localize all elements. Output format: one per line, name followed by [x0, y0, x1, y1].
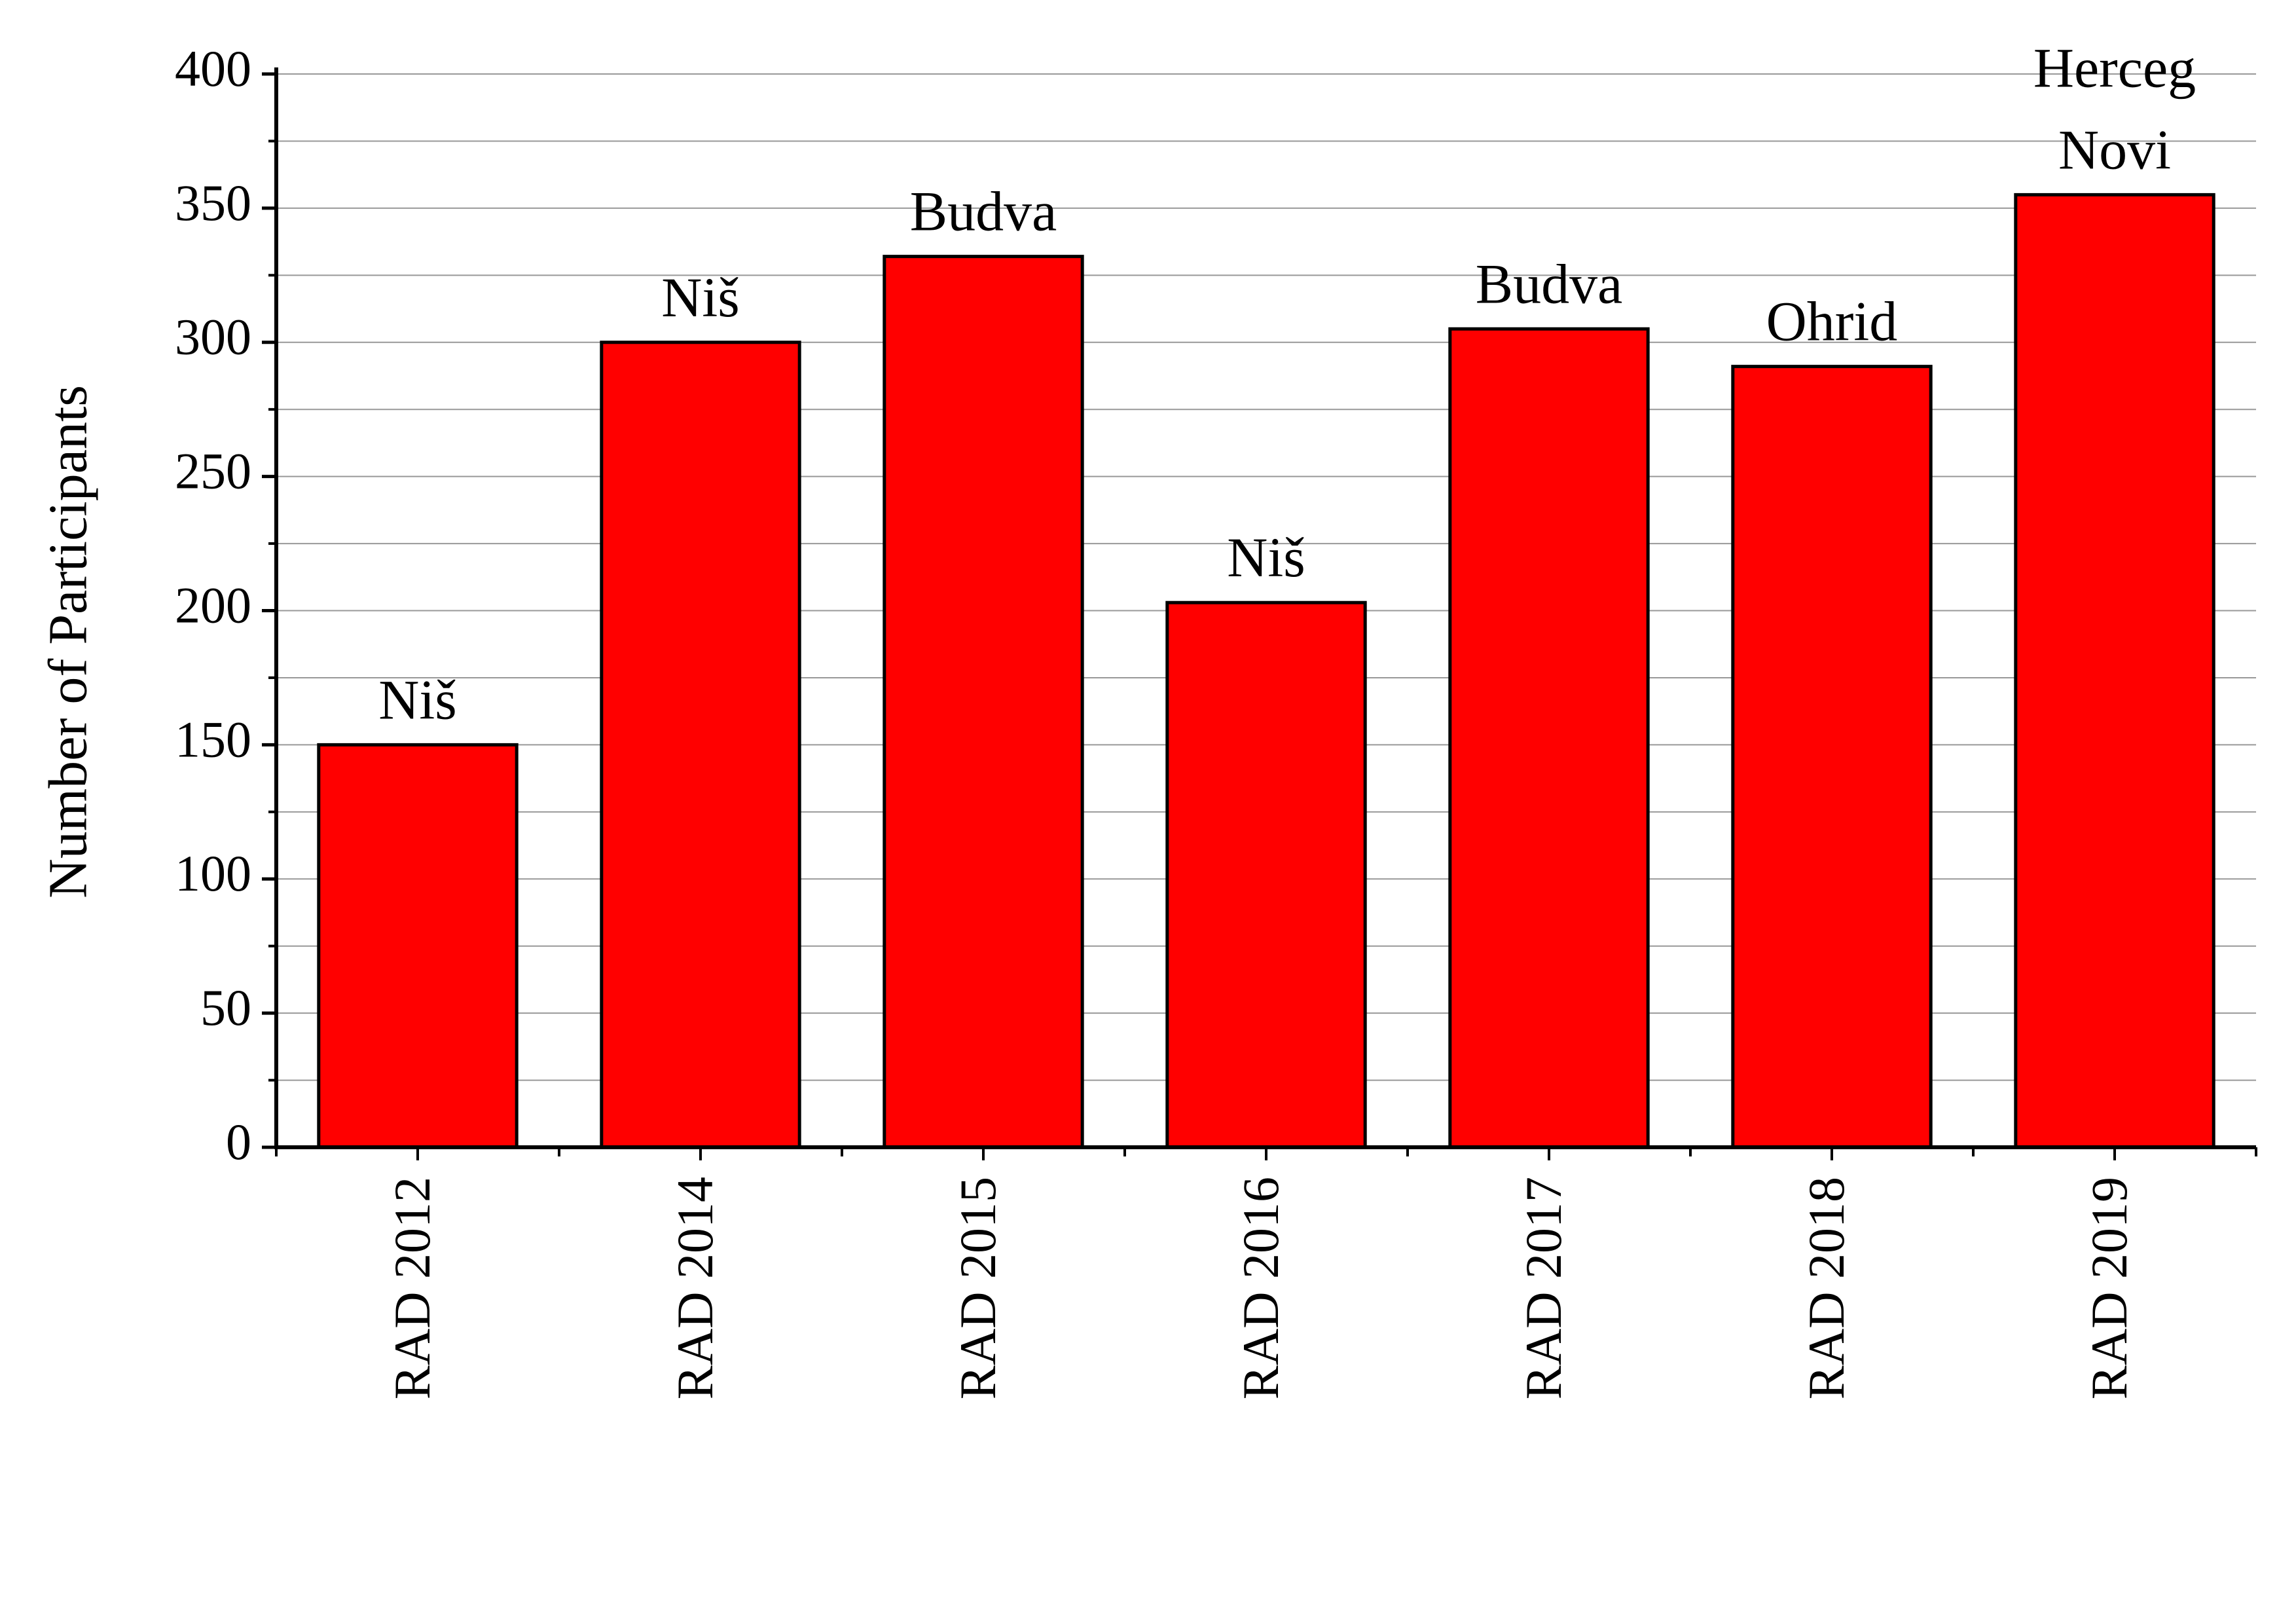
- bar: [1165, 600, 1367, 1149]
- y-tick-label: 200: [175, 576, 251, 633]
- bar-annotation: Budva: [1476, 252, 1623, 315]
- bar-annotation: Niš: [1227, 526, 1305, 589]
- x-tick-label: RAD 2012: [384, 1177, 441, 1399]
- y-tick-label: 350: [175, 174, 251, 231]
- bar: [600, 341, 801, 1149]
- bar-annotation: Herceg: [2033, 36, 2196, 99]
- bar: [317, 743, 519, 1149]
- x-tick-label: RAD 2014: [666, 1177, 723, 1399]
- bar-annotation: Niš: [378, 668, 456, 731]
- y-tick-label: 150: [175, 710, 251, 767]
- bar-annotation: Novi: [2058, 118, 2171, 181]
- y-axis-label: Number of Participants: [37, 385, 98, 898]
- bar-annotation: Ohrid: [1766, 290, 1898, 353]
- y-tick-label: 300: [175, 308, 251, 365]
- x-tick-label: RAD 2018: [1798, 1177, 1855, 1399]
- y-tick-label: 100: [175, 845, 251, 902]
- x-tick-label: RAD 2019: [2081, 1177, 2138, 1399]
- x-tick-label: RAD 2015: [949, 1177, 1006, 1399]
- y-tick-label: 400: [175, 40, 251, 97]
- x-tick-label: RAD 2017: [1515, 1177, 1572, 1399]
- bar-annotation: Budva: [910, 180, 1057, 243]
- y-tick-label: 0: [226, 1113, 251, 1170]
- x-tick-label: RAD 2016: [1232, 1177, 1289, 1399]
- bar: [883, 255, 1084, 1149]
- bar-annotation: Niš: [661, 266, 739, 329]
- bar: [1448, 327, 1650, 1149]
- y-tick-label: 250: [175, 443, 251, 500]
- y-tick-label: 50: [200, 979, 251, 1036]
- bar: [1731, 365, 1933, 1149]
- bar: [2014, 193, 2215, 1149]
